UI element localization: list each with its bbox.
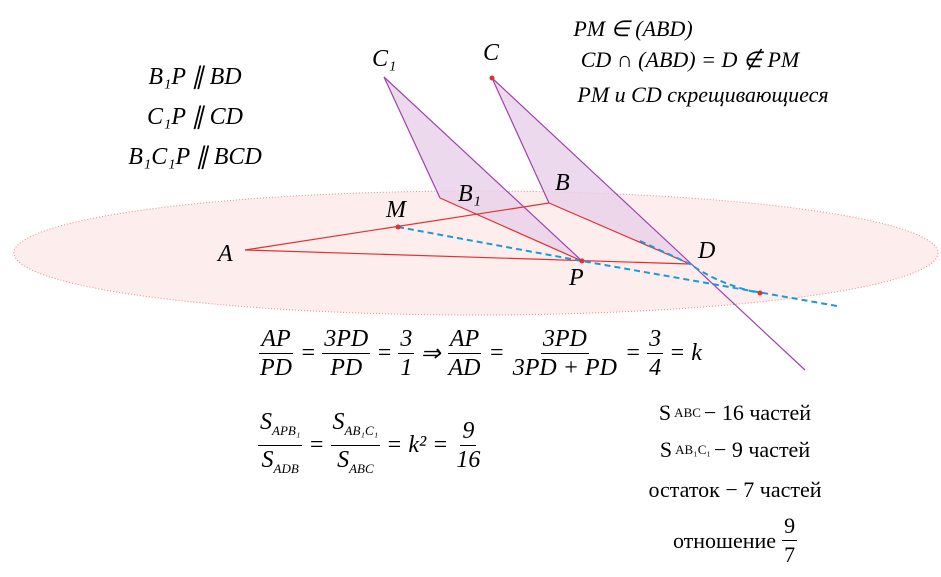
numerator-text: AP [261, 326, 291, 352]
point-label: P [569, 265, 584, 291]
denominator: SADB [260, 446, 301, 483]
operator: = k² = [386, 431, 449, 458]
denominator: PD [328, 354, 364, 382]
point-label: M [386, 197, 406, 223]
subscript: APB₁ [272, 422, 301, 438]
point-label: C [483, 40, 500, 66]
subscript: ABC [674, 405, 701, 420]
fraction: SAPB₁ SADB [258, 408, 303, 483]
operator: = [488, 340, 505, 366]
numerator: 9 [460, 417, 477, 446]
point-label: B₁ [458, 181, 482, 207]
denominator-text: PD [330, 355, 363, 381]
numerator: SAPB₁ [258, 408, 303, 446]
note-right: PM и CD скрещивающиеся [577, 82, 829, 107]
denominator-text: S [261, 446, 274, 473]
numerator: SAB₁C₁ [330, 408, 381, 446]
operator: ⇒ [420, 341, 441, 367]
operator: отношение [672, 527, 777, 553]
denominator-text: S [337, 446, 350, 473]
numerator-text: 9 [462, 417, 475, 444]
subscript: ADB [273, 460, 299, 476]
point-label: C₁ [372, 46, 397, 72]
operator: = [624, 340, 642, 366]
denominator: PD [258, 354, 294, 382]
operator: − 16 частей [703, 400, 812, 425]
operator: = [308, 431, 325, 458]
purple-lines [383, 76, 806, 371]
denominator-text: 4 [649, 355, 662, 381]
parts-line: отношение 9 7 [670, 512, 800, 569]
denominator-text: 3PD + PD [512, 355, 617, 381]
numerator: 3PD [322, 325, 371, 354]
numerator-text: 3 [400, 326, 413, 352]
formula-1: AP PD = 3PD PD = 3 1 ⇒ AP AD = 3PD 3PD + PD = 3 4 = k [255, 325, 705, 382]
point-label: A [218, 241, 233, 267]
numerator: 9 [782, 512, 798, 541]
note-left: B₁C₁P ∥ BCD [128, 144, 262, 170]
numerator: 3PD [540, 325, 589, 354]
denominator: AD [447, 354, 483, 382]
denominator: 4 [647, 354, 663, 382]
denominator: 3PD + PD [511, 354, 619, 382]
numerator: AP [447, 325, 482, 354]
fraction: 9 16 [454, 417, 482, 474]
denominator-text: 7 [784, 542, 796, 567]
numerator: 3 [398, 325, 415, 354]
subscript: ABC [349, 460, 374, 476]
parts-line: S ABC − 16 частей [656, 400, 814, 426]
numerator: AP [259, 325, 293, 354]
fraction: AP PD [258, 325, 294, 382]
operator: = k [669, 340, 702, 366]
denominator-text: 16 [456, 446, 481, 473]
point-label: D [698, 238, 716, 264]
numerator-text: 3 [649, 326, 662, 352]
denominator: 1 [398, 354, 414, 382]
fraction: AP AD [447, 325, 483, 382]
operator: S [658, 400, 672, 425]
subscript: AB₁C₁ [344, 422, 379, 438]
dots [395, 75, 763, 296]
fraction: SAB₁C₁ SABC [330, 408, 381, 483]
operator: = [300, 340, 317, 366]
numerator-text: S [332, 409, 345, 435]
fraction: 3PD 3PD + PD [511, 325, 619, 382]
denominator: 16 [454, 446, 482, 474]
dashed-line [397, 226, 838, 307]
denominator-text: PD [260, 355, 292, 381]
operator: = [376, 340, 393, 366]
denominator: 7 [782, 541, 797, 569]
fraction: 3PD PD [322, 325, 371, 382]
numerator-text: 3PD [324, 326, 369, 352]
operator: − 9 частей [713, 437, 811, 462]
numerator-text: S [260, 409, 272, 435]
parts-line: S AB₁C₁ − 9 частей [657, 437, 813, 463]
operator: S [659, 437, 673, 462]
point-label: B [555, 170, 570, 196]
formula-2: SAPB₁ SADB = SAB₁C₁ SABC = k² = 9 16 [255, 408, 485, 483]
parts-line: остаток − 7 частей [645, 477, 824, 503]
numerator: 3 [647, 325, 664, 354]
numerator-text: AP [449, 326, 480, 352]
note-right: CD ∩ (ABD) = D ∉ PM [580, 47, 800, 72]
numerator-text: 9 [784, 513, 796, 538]
note-right: PM ∈ (ABD) [573, 16, 693, 41]
note-left: B₁P ∥ BD [148, 64, 242, 90]
note-left: C₁P ∥ CD [147, 104, 243, 130]
denominator-text: 1 [400, 355, 413, 381]
subscript: AB₁C₁ [675, 442, 711, 457]
operator: остаток − 7 частей [648, 477, 822, 502]
numerator-text: 3PD [542, 326, 587, 352]
denominator: SABC [335, 446, 376, 483]
denominator-text: AD [448, 355, 481, 381]
